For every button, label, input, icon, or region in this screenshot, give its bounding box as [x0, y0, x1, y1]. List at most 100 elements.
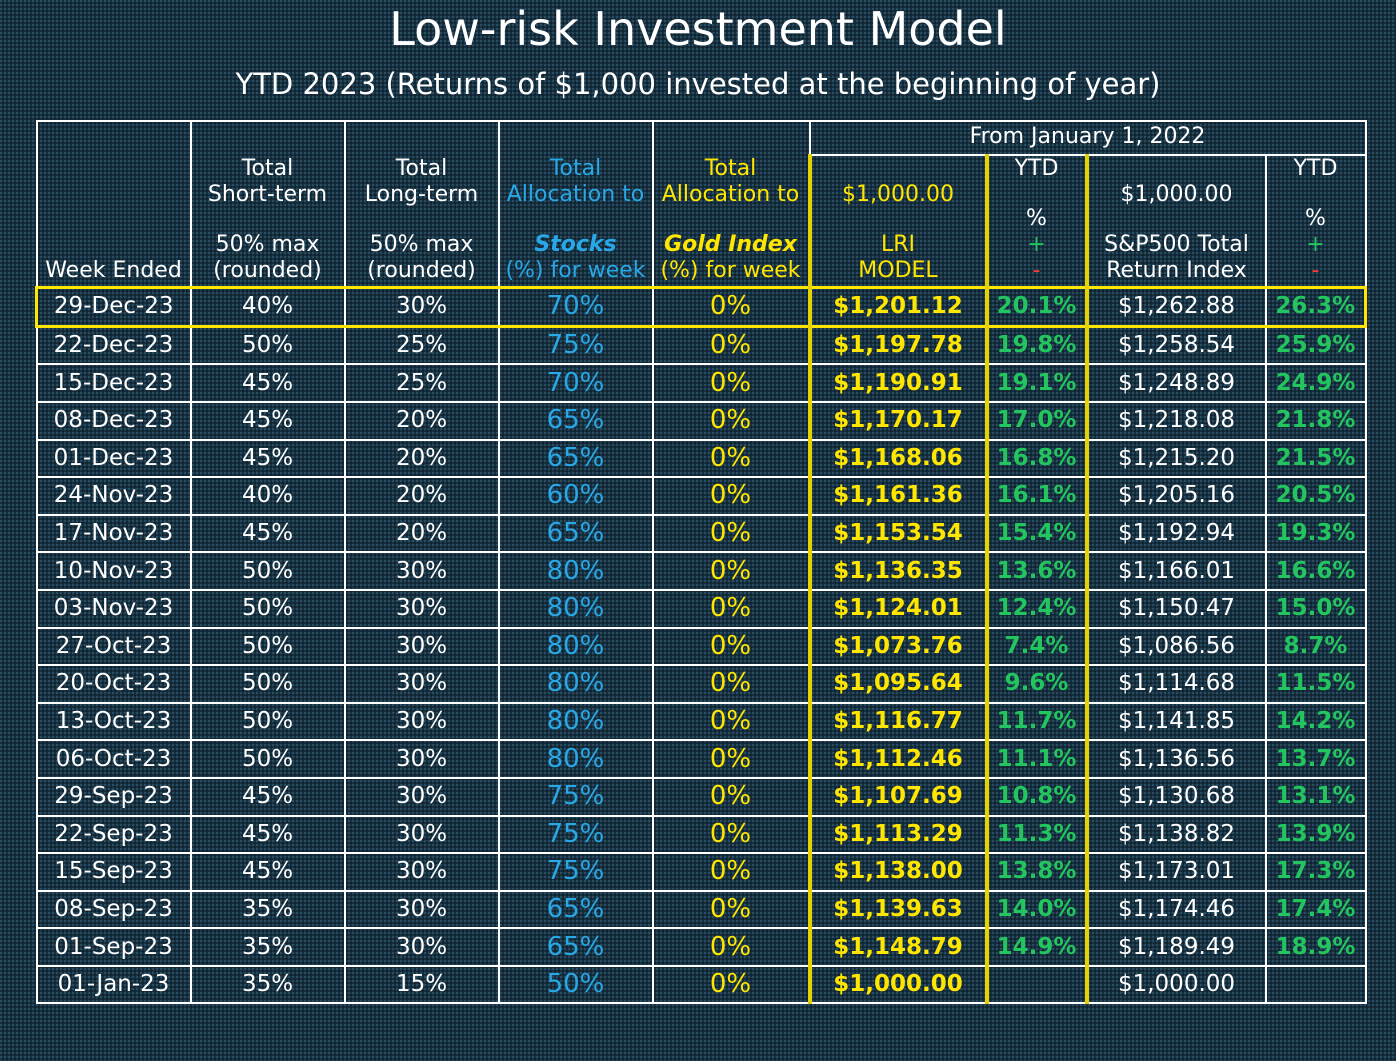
cell-long: 20%	[343, 476, 500, 516]
cell-stocks: 80%	[497, 701, 654, 742]
cell-lri-ytd: 19.8%	[985, 325, 1089, 366]
cell-week: 15-Dec-23	[35, 363, 192, 403]
cell-week: 03-Nov-23	[35, 588, 192, 629]
table-row: 17-Nov-23 45% 20% 65% 0% $1,153.54 15.4% $1,192…	[35, 513, 1367, 554]
table-row: 15-Sep-23 45% 30% 75% 0% $1,138.00 13.8% $1,173…	[35, 852, 1367, 892]
minus-sign: -	[1311, 258, 1320, 284]
cell-short: 50%	[189, 664, 346, 704]
cell-week: 22-Sep-23	[35, 814, 192, 855]
cell-short: 50%	[189, 588, 346, 629]
cell-gold: 0%	[651, 626, 811, 667]
cell-lri: $1,139.63	[807, 889, 989, 930]
cell-sp: $1,189.49	[1085, 927, 1267, 967]
cell-long: 30%	[343, 852, 500, 892]
cell-lri: $1,161.36	[807, 476, 989, 516]
cell-long: 30%	[343, 776, 500, 817]
cell-sp: $1,215.20	[1085, 438, 1267, 479]
cell-sp: $1,192.94	[1085, 513, 1267, 554]
cell-sp: $1,218.08	[1085, 400, 1267, 441]
cell-sp: $1,166.01	[1085, 551, 1267, 591]
cell-lri: $1,000.00	[807, 964, 989, 1005]
cell-week: 20-Oct-23	[35, 664, 192, 704]
cell-short: 50%	[189, 626, 346, 667]
table-row: 13-Oct-23 50% 30% 80% 0% $1,116.77 11.7% $1,141…	[35, 701, 1367, 742]
cell-gold: 0%	[651, 438, 811, 479]
table-row: 24-Nov-23 40% 20% 60% 0% $1,161.36 16.1% $1,205…	[35, 476, 1367, 516]
cell-lri-ytd: 14.0%	[985, 889, 1089, 930]
cell-sp-ytd: 13.7%	[1264, 739, 1367, 779]
cell-gold: 0%	[651, 476, 811, 516]
cell-long: 25%	[343, 363, 500, 403]
cell-short: 45%	[189, 776, 346, 817]
table-row: 29-Sep-23 45% 30% 75% 0% $1,107.69 10.8% $1,130…	[35, 776, 1367, 817]
cell-sp-ytd: 11.5%	[1264, 664, 1367, 704]
cell-sp-ytd: 21.8%	[1264, 400, 1367, 441]
cell-gold: 0%	[651, 889, 811, 930]
header-sp500-ytd: YTD % + -	[1264, 154, 1367, 289]
cell-short: 35%	[189, 964, 346, 1005]
cell-stocks: 70%	[497, 363, 654, 403]
cell-short: 50%	[189, 739, 346, 779]
cell-sp: $1,141.85	[1085, 701, 1267, 742]
cell-stocks: 80%	[497, 551, 654, 591]
table-row: 22-Dec-23 50% 25% 75% 0% $1,197.78 19.8% $1,258…	[35, 325, 1367, 366]
cell-sp-ytd: 16.6%	[1264, 551, 1367, 591]
cell-week: 01-Dec-23	[35, 438, 192, 479]
cell-long: 30%	[343, 927, 500, 967]
cell-gold: 0%	[651, 776, 811, 817]
cell-lri-ytd: 7.4%	[985, 626, 1089, 667]
header-gold-allocation: Total Allocation to Gold Index (%) for w…	[651, 120, 811, 289]
cell-gold: 0%	[651, 964, 811, 1005]
cell-sp-ytd: 19.3%	[1264, 513, 1367, 554]
cell-long: 25%	[343, 325, 500, 366]
cell-stocks: 60%	[497, 476, 654, 516]
cell-stocks: 80%	[497, 626, 654, 667]
cell-sp-ytd: 17.4%	[1264, 889, 1367, 930]
cell-stocks: 65%	[497, 400, 654, 441]
cell-stocks: 80%	[497, 739, 654, 779]
cell-sp-ytd: 8.7%	[1264, 626, 1367, 667]
cell-long: 30%	[343, 664, 500, 704]
cell-sp-ytd: 14.2%	[1264, 701, 1367, 742]
cell-stocks: 50%	[497, 964, 654, 1005]
cell-gold: 0%	[651, 400, 811, 441]
header-week-ended: Week Ended	[35, 120, 192, 289]
cell-long: 30%	[343, 588, 500, 629]
cell-gold: 0%	[651, 363, 811, 403]
cell-gold: 0%	[651, 852, 811, 892]
table-row: 08-Dec-23 45% 20% 65% 0% $1,170.17 17.0% $1,218…	[35, 400, 1367, 441]
cell-stocks: 75%	[497, 325, 654, 366]
cell-stocks: 65%	[497, 438, 654, 479]
cell-sp-ytd: 25.9%	[1264, 325, 1367, 366]
cell-lri-ytd: 16.8%	[985, 438, 1089, 479]
cell-lri: $1,095.64	[807, 664, 989, 704]
cell-lri: $1,138.00	[807, 852, 989, 892]
cell-sp: $1,258.54	[1085, 325, 1267, 366]
cell-sp: $1,114.68	[1085, 664, 1267, 704]
cell-lri-ytd: 13.8%	[985, 852, 1089, 892]
cell-week: 24-Nov-23	[35, 476, 192, 516]
cell-stocks: 80%	[497, 588, 654, 629]
cell-sp-ytd: 26.3%	[1264, 286, 1367, 328]
table-row: 29-Dec-23 40% 30% 70% 0% $1,201.12 20.1% $1,262…	[35, 286, 1367, 328]
cell-sp-ytd: 24.9%	[1264, 363, 1367, 403]
cell-lri: $1,124.01	[807, 588, 989, 629]
plus-sign: +	[1306, 232, 1325, 258]
cell-long: 30%	[343, 626, 500, 667]
cell-week: 29-Sep-23	[35, 776, 192, 817]
cell-sp-ytd: 18.9%	[1264, 927, 1367, 967]
cell-sp-ytd: 13.9%	[1264, 814, 1367, 855]
cell-stocks: 65%	[497, 927, 654, 967]
cell-sp-ytd	[1264, 964, 1367, 1005]
cell-gold: 0%	[651, 814, 811, 855]
cell-gold: 0%	[651, 513, 811, 554]
cell-gold: 0%	[651, 664, 811, 704]
header-stocks-allocation: Total Allocation to Stocks (%) for week	[497, 120, 654, 289]
cell-long: 30%	[343, 739, 500, 779]
cell-short: 45%	[189, 438, 346, 479]
header-short-term: Total Short-term 50% max (rounded)	[189, 120, 346, 289]
cell-sp-ytd: 13.1%	[1264, 776, 1367, 817]
cell-gold: 0%	[651, 551, 811, 591]
table-row: 20-Oct-23 50% 30% 80% 0% $1,095.64 9.6% $1,114.…	[35, 664, 1367, 704]
cell-week: 22-Dec-23	[35, 325, 192, 366]
